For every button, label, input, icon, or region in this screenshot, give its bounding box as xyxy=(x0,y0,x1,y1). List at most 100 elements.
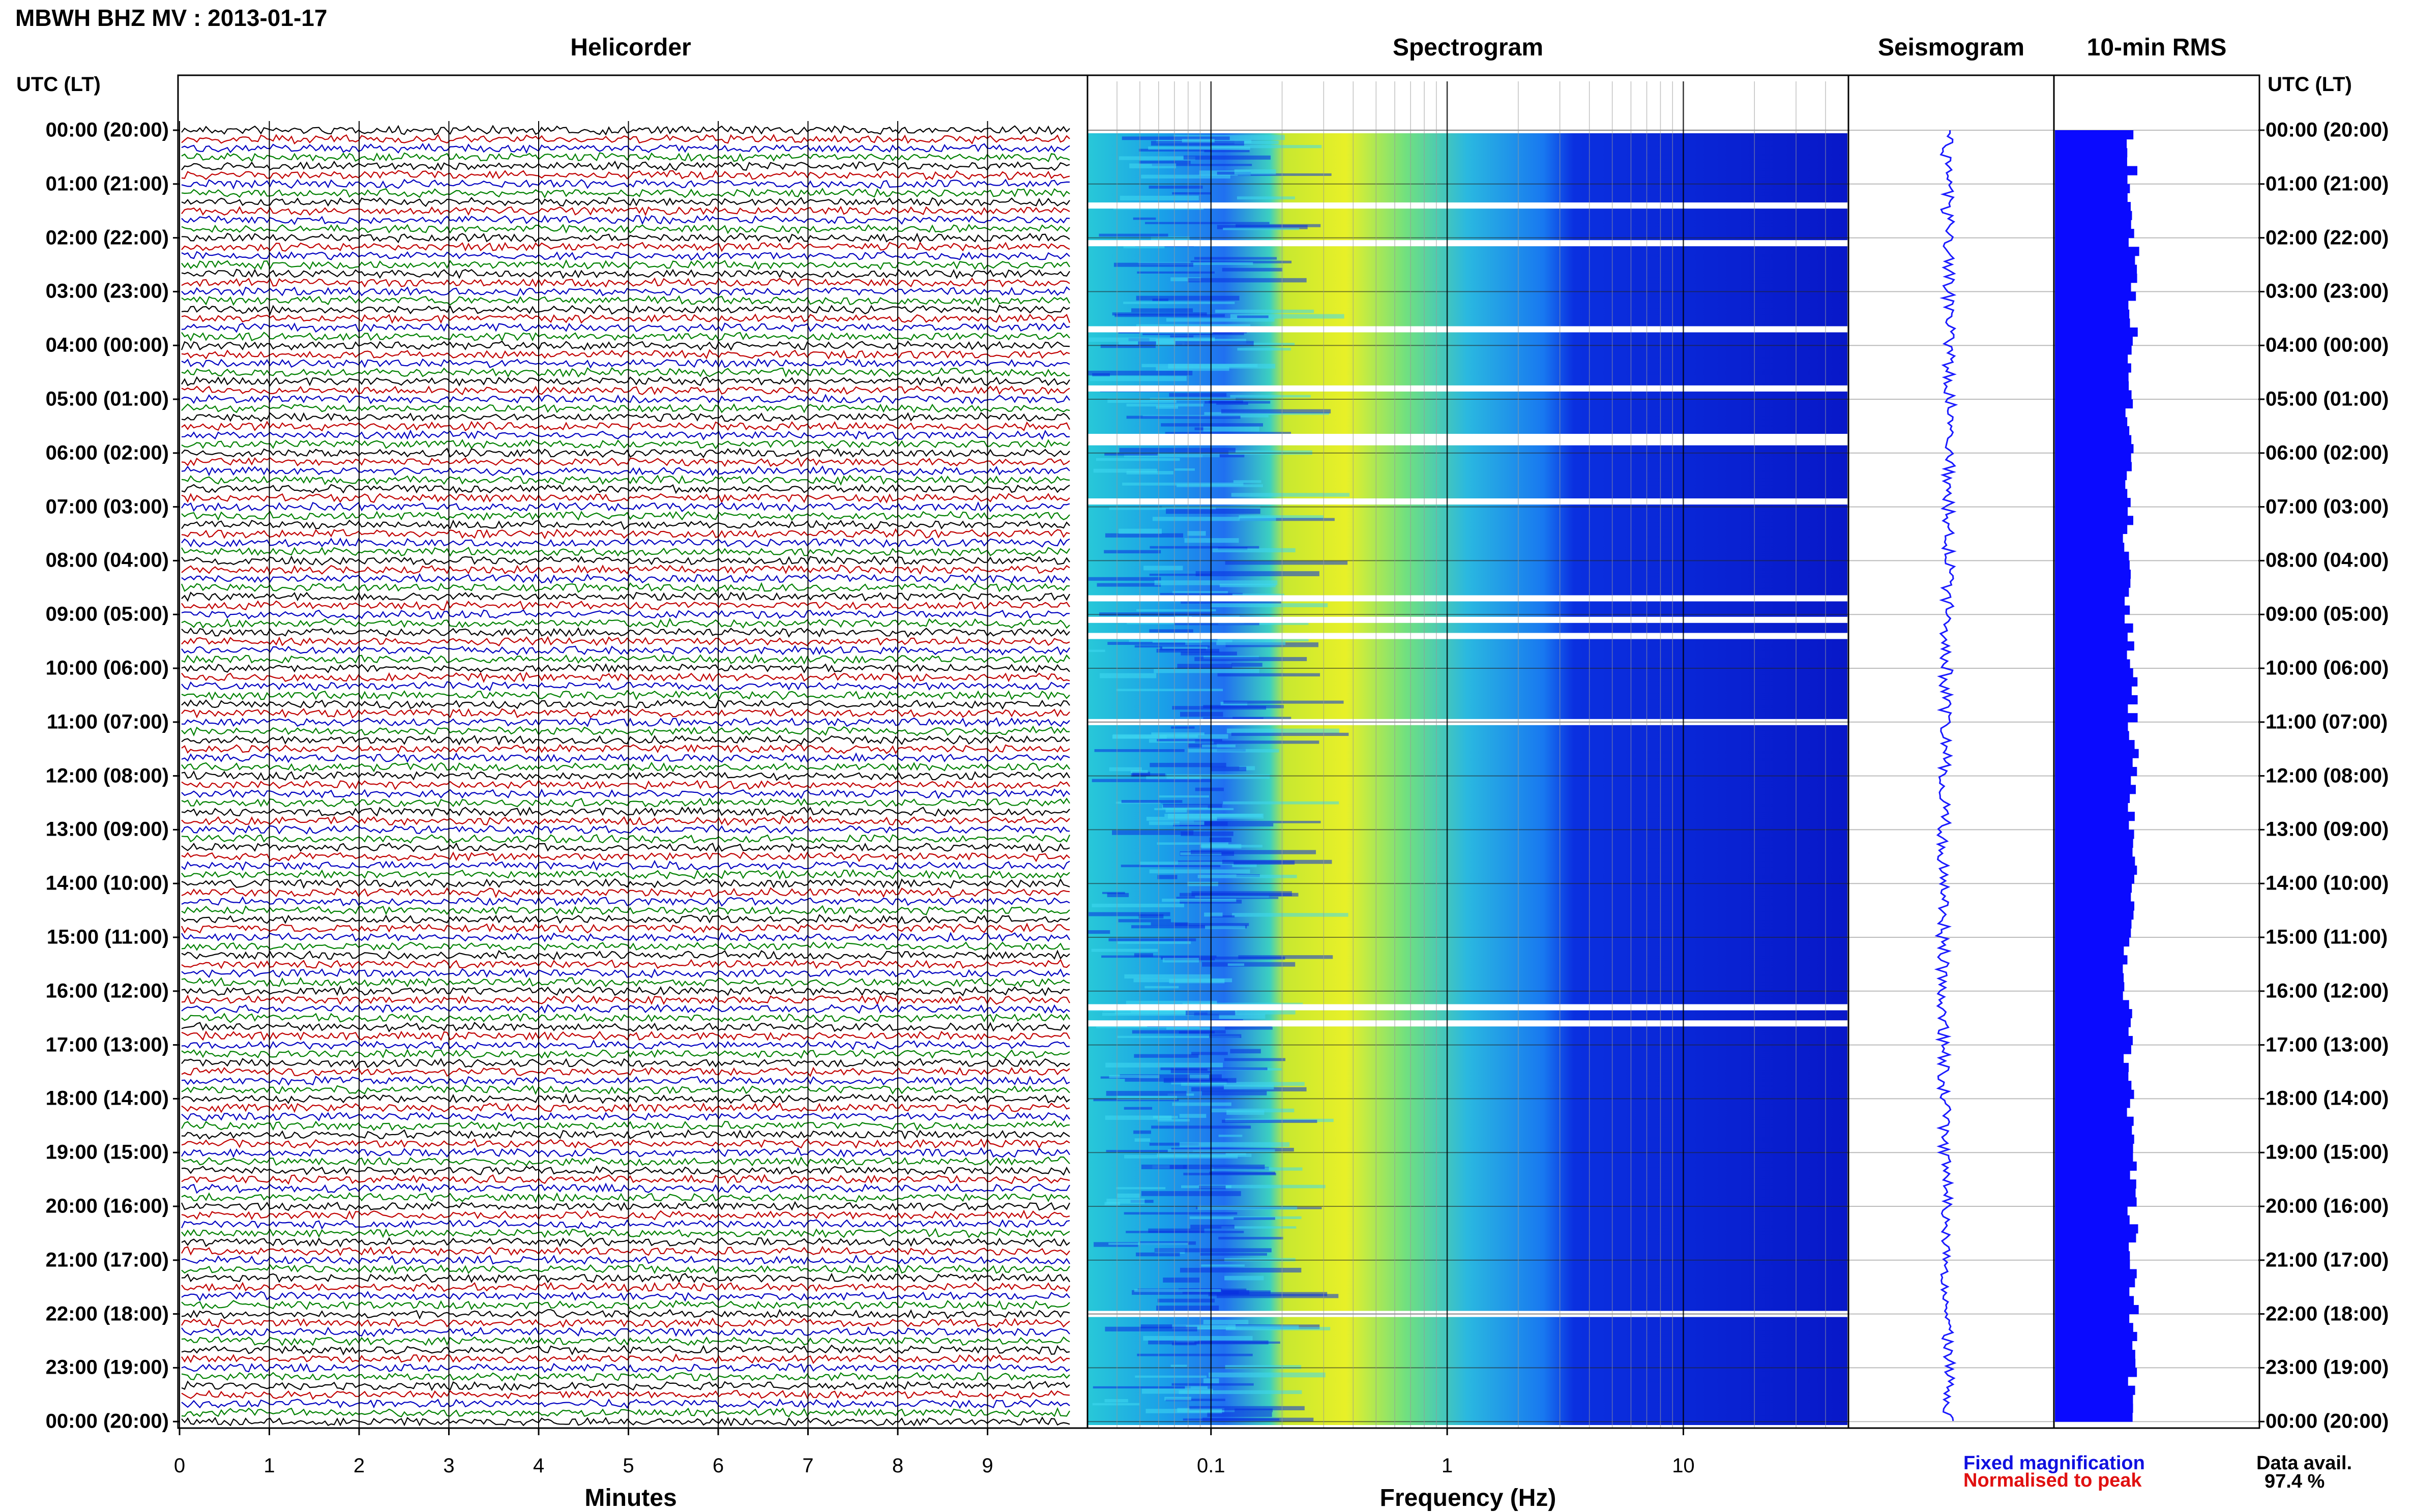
helicorder-trace xyxy=(181,403,1070,413)
spectrogram-streak xyxy=(1138,262,1253,265)
spectrogram-streak xyxy=(1091,948,1158,952)
helicorder-trace xyxy=(181,663,1070,674)
helicorder-trace xyxy=(181,690,1070,701)
spectrogram-streak xyxy=(1089,912,1170,916)
helicorder-tick-label: 5 xyxy=(623,1455,634,1477)
spectrogram-streak xyxy=(1107,893,1129,897)
spectrogram-streak xyxy=(1222,859,1332,864)
spectrogram-streak xyxy=(1105,1062,1223,1068)
spectrogram-streak xyxy=(1239,515,1324,519)
helicorder-tick-label: 9 xyxy=(982,1455,993,1477)
spectrogram-streak xyxy=(1161,956,1285,960)
rms-bar xyxy=(2055,1233,2136,1243)
rms-title: 10-min RMS xyxy=(2086,34,2227,61)
helicorder-trace xyxy=(181,1066,1070,1077)
rms-bar xyxy=(2055,740,2135,750)
spectrogram-streak xyxy=(1214,740,1319,744)
rms-bar xyxy=(2055,166,2137,175)
spectrogram-streak xyxy=(1133,1130,1151,1134)
time-label-left: 04:00 (00:00) xyxy=(45,334,169,357)
helicorder-trace xyxy=(181,1372,1070,1382)
spectrogram-streak xyxy=(1179,1114,1207,1118)
spectrogram-streak xyxy=(1218,1135,1243,1137)
spectrogram-streak xyxy=(1190,850,1316,854)
rms-bar xyxy=(2055,991,2123,1000)
helicorder-trace xyxy=(181,205,1070,217)
helicorder-trace xyxy=(181,1003,1070,1015)
spectrogram-streak xyxy=(1162,958,1199,963)
helicorder-trace xyxy=(181,277,1070,288)
spectrogram-streak xyxy=(1234,1408,1273,1412)
time-label-right: 18:00 (14:00) xyxy=(2266,1087,2389,1110)
spectrogram-streak xyxy=(1233,480,1261,483)
spectrogram-streak xyxy=(1221,1226,1297,1229)
rms-bar xyxy=(2055,543,2125,552)
rms-bar xyxy=(2055,372,2129,382)
helicorder-trace xyxy=(181,1192,1070,1203)
rms-bar xyxy=(2055,175,2128,185)
spectrogram-streak xyxy=(1201,744,1236,748)
spectrogram-streak xyxy=(1156,367,1229,371)
spectrogram-streak xyxy=(1176,897,1279,899)
spectrogram-streak xyxy=(1112,734,1228,739)
rms-bar xyxy=(2055,650,2127,660)
rms-bar xyxy=(2055,1224,2138,1234)
helicorder-trace xyxy=(181,1389,1070,1400)
spectrogram-streak xyxy=(1230,395,1311,398)
spectrogram-streak xyxy=(1160,647,1206,650)
spectrogram-streak xyxy=(1190,1225,1234,1229)
helicorder-trace xyxy=(181,1174,1070,1185)
helicorder-trace xyxy=(181,1120,1070,1132)
spectrogram-streak xyxy=(1210,766,1247,772)
spectrogram-streak xyxy=(1224,1058,1286,1061)
spectrogram-streak xyxy=(1239,766,1255,770)
helicorder-trace xyxy=(181,1093,1070,1104)
helicorder-trace xyxy=(181,851,1070,863)
rms-bar xyxy=(2055,301,2129,310)
spectrogram-streak xyxy=(1204,150,1250,153)
spectrogram-streak xyxy=(1097,583,1161,587)
helicorder-trace xyxy=(181,1048,1070,1059)
spectrogram-streak xyxy=(1152,640,1202,643)
rms-bar xyxy=(2055,973,2124,983)
helicorder-trace xyxy=(181,152,1070,163)
rms-bar xyxy=(2055,390,2132,400)
rms-bar xyxy=(2055,1108,2127,1117)
rms-bar xyxy=(2055,605,2130,615)
spectrogram-streak xyxy=(1185,1386,1208,1389)
time-label-left: 00:00 (20:00) xyxy=(45,1410,169,1433)
spectrogram-streak xyxy=(1134,645,1210,648)
rms-bar xyxy=(2055,829,2134,839)
helicorder-tick-label: 1 xyxy=(263,1455,275,1477)
rms-bar xyxy=(2055,318,2130,328)
helicorder-xlabel: Minutes xyxy=(584,1485,677,1511)
time-label-left: 14:00 (10:00) xyxy=(45,872,169,895)
spectrogram-streak xyxy=(1161,423,1263,427)
rms-bar xyxy=(2055,560,2130,570)
spectrogram-streak xyxy=(1138,914,1164,918)
rms-bar xyxy=(2055,220,2131,229)
spectrogram-streak xyxy=(1157,842,1228,845)
helicorder-trace xyxy=(181,501,1070,513)
spectrogram-streak xyxy=(1198,1184,1326,1189)
helicorder-trace xyxy=(181,349,1070,360)
rms-bar xyxy=(2055,731,2129,740)
spectrogram-streak xyxy=(1194,657,1307,661)
spectrogram-streak xyxy=(1166,774,1270,779)
spectrogram-streak xyxy=(1226,1110,1265,1115)
spectrogram-streak xyxy=(1183,1418,1280,1421)
rms-bar xyxy=(2055,1385,2135,1395)
spectrogram-streak xyxy=(1195,571,1319,576)
spectrogram-streak xyxy=(1225,1153,1246,1155)
spectrogram-streak xyxy=(1199,1185,1226,1190)
helicorder-trace xyxy=(181,564,1070,575)
time-label-left: 01:00 (21:00) xyxy=(45,172,169,195)
data-availability-value: 97.4 % xyxy=(2265,1471,2325,1492)
helicorder-trace xyxy=(181,1272,1070,1284)
spectrogram-streak xyxy=(1230,314,1344,319)
spectrogram-streak xyxy=(1119,448,1236,453)
rms-bar xyxy=(2055,668,2133,678)
spectrogram-gap xyxy=(1087,633,1848,639)
spectrogram-streak xyxy=(1169,393,1227,397)
